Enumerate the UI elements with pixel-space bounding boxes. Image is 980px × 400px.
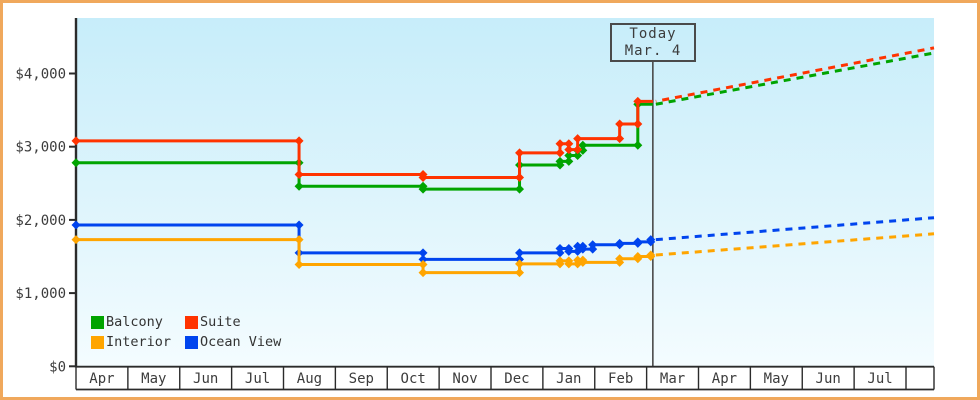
data-point-marker [418,248,428,258]
data-point-marker [294,235,304,245]
legend-item: Ocean View [185,334,282,350]
data-point-marker [515,268,525,278]
series-projection-balcony [655,51,935,106]
data-point-marker [633,252,643,261]
data-point-marker [71,235,81,245]
data-point-marker [573,150,583,160]
month-label: Feb [608,371,633,387]
month-label: Dec [504,371,529,387]
data-point-marker [418,184,428,194]
data-point-marker [418,254,428,264]
data-point-marker [294,260,304,270]
legend: Balcony Suite Interior Ocean View [91,314,282,350]
data-point-marker [418,268,428,278]
data-point-marker [573,134,583,144]
data-point-marker [555,256,565,266]
legend-swatch-icon [91,335,104,349]
legend-label: Interior [106,334,172,350]
month-label: Nov [452,371,477,387]
data-point-marker [646,235,656,245]
today-date: Mar. 4 [624,42,682,59]
y-tick-label: $2,000 [15,213,66,229]
data-point-marker [633,96,643,106]
data-point-marker [564,246,574,256]
data-point-marker [418,260,428,270]
legend-item: Suite [185,314,281,330]
month-label: Jun [193,371,218,387]
month-label: May [141,371,166,387]
data-point-marker [633,140,643,150]
data-point-marker [515,184,525,194]
series-line-ocean-view [76,223,653,261]
data-point-marker [578,244,588,254]
legend-swatch-icon [185,335,198,349]
data-point-marker [615,134,625,144]
data-point-marker [555,156,565,166]
legend-item: Interior [91,334,185,350]
data-point-marker [515,248,525,258]
y-tick-label: $3,000 [15,140,66,156]
today-marker-box: Today Mar. 4 [610,23,696,62]
month-label: Jul [867,371,892,387]
series-line-balcony [76,102,653,191]
data-point-marker [564,145,574,155]
series-line-suite [76,99,653,179]
month-label: Apr [712,371,737,387]
month-label: Jan [556,371,581,387]
data-point-marker [71,136,81,146]
data-point-marker [615,254,625,264]
data-point-marker [71,158,81,168]
data-point-marker [555,243,565,253]
series-projection-suite [655,46,935,103]
data-point-marker [515,148,525,158]
month-label: Oct [401,371,426,387]
data-point-marker [515,172,525,182]
today-label: Today [629,25,677,42]
data-point-marker [588,240,598,250]
data-point-marker [578,257,588,267]
data-point-marker [615,119,625,129]
data-point-marker [633,237,643,247]
data-point-marker [294,136,304,146]
y-tick-label: $1,000 [15,286,66,302]
month-label: Jul [245,371,270,387]
legend-swatch-icon [185,315,198,329]
data-point-marker [515,259,525,269]
data-point-marker [555,148,565,158]
data-point-marker [564,139,574,149]
data-point-marker [418,172,428,182]
data-point-marker [564,150,574,160]
legend-swatch-icon [91,315,104,329]
data-point-marker [555,139,565,149]
month-label: Apr [89,371,114,387]
month-label: Sep [349,371,374,387]
legend-label: Ocean View [200,334,282,350]
data-point-marker [294,170,304,180]
month-label: Mar [660,371,685,387]
y-tick-label: $0 [49,359,66,375]
y-tick-label: $4,000 [15,67,66,83]
data-point-marker [71,220,81,230]
series-line-interior [76,238,653,275]
data-point-marker [564,156,574,166]
data-point-marker [294,220,304,230]
month-label: May [764,371,789,387]
legend-label: Suite [200,314,241,330]
legend-item: Balcony [91,314,185,330]
legend-label: Balcony [106,314,163,330]
price-history-chart: $0 $1,000 $2,000 $3,000 $4,000 Apr May Jun Jul Au… [15,18,935,391]
month-label: Aug [297,371,322,387]
data-point-marker [646,250,656,260]
data-point-marker [578,140,588,150]
data-point-marker [294,181,304,191]
month-label: Jun [816,371,841,387]
data-point-marker [564,259,574,269]
data-point-marker [633,119,643,129]
data-point-marker [573,145,583,155]
data-point-marker [615,238,625,248]
